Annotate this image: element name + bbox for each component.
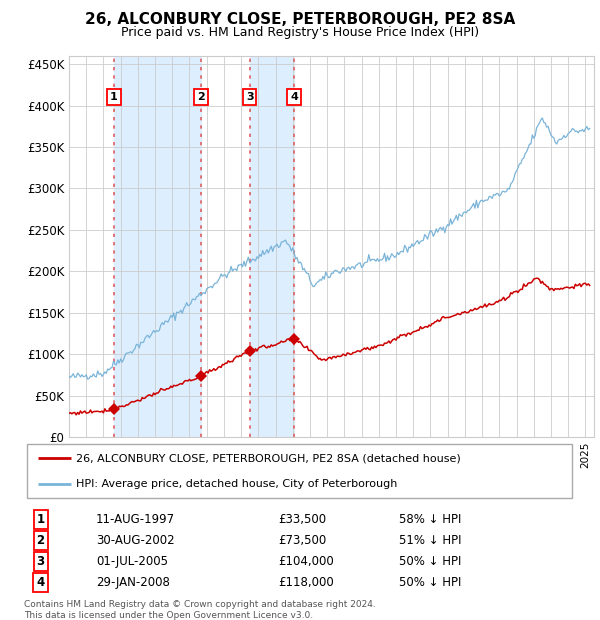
Text: Price paid vs. HM Land Registry's House Price Index (HPI): Price paid vs. HM Land Registry's House … bbox=[121, 26, 479, 39]
Text: 50% ↓ HPI: 50% ↓ HPI bbox=[400, 556, 462, 569]
Text: 26, ALCONBURY CLOSE, PETERBOROUGH, PE2 8SA (detached house): 26, ALCONBURY CLOSE, PETERBOROUGH, PE2 8… bbox=[76, 453, 461, 463]
Text: 4: 4 bbox=[290, 92, 298, 102]
Text: 58% ↓ HPI: 58% ↓ HPI bbox=[400, 513, 462, 526]
Text: 01-JUL-2005: 01-JUL-2005 bbox=[96, 556, 168, 569]
Text: 3: 3 bbox=[37, 556, 44, 569]
Text: 2: 2 bbox=[197, 92, 205, 102]
Text: 1: 1 bbox=[37, 513, 44, 526]
Text: £73,500: £73,500 bbox=[278, 534, 326, 547]
Text: Contains HM Land Registry data © Crown copyright and database right 2024.
This d: Contains HM Land Registry data © Crown c… bbox=[24, 600, 376, 619]
Text: £104,000: £104,000 bbox=[278, 556, 334, 569]
Text: HPI: Average price, detached house, City of Peterborough: HPI: Average price, detached house, City… bbox=[76, 479, 398, 489]
Text: 51% ↓ HPI: 51% ↓ HPI bbox=[400, 534, 462, 547]
Text: 2: 2 bbox=[37, 534, 44, 547]
Bar bbox=[114, 56, 201, 437]
Text: 11-AUG-1997: 11-AUG-1997 bbox=[96, 513, 175, 526]
Text: 1: 1 bbox=[110, 92, 118, 102]
Text: 50% ↓ HPI: 50% ↓ HPI bbox=[400, 577, 462, 590]
Text: 29-JAN-2008: 29-JAN-2008 bbox=[96, 577, 170, 590]
Text: £33,500: £33,500 bbox=[278, 513, 326, 526]
FancyBboxPatch shape bbox=[27, 445, 572, 498]
Text: £118,000: £118,000 bbox=[278, 577, 334, 590]
Text: 30-AUG-2002: 30-AUG-2002 bbox=[96, 534, 175, 547]
Text: 3: 3 bbox=[246, 92, 254, 102]
Text: 4: 4 bbox=[37, 577, 44, 590]
Bar bbox=[250, 56, 294, 437]
Text: 26, ALCONBURY CLOSE, PETERBOROUGH, PE2 8SA: 26, ALCONBURY CLOSE, PETERBOROUGH, PE2 8… bbox=[85, 12, 515, 27]
